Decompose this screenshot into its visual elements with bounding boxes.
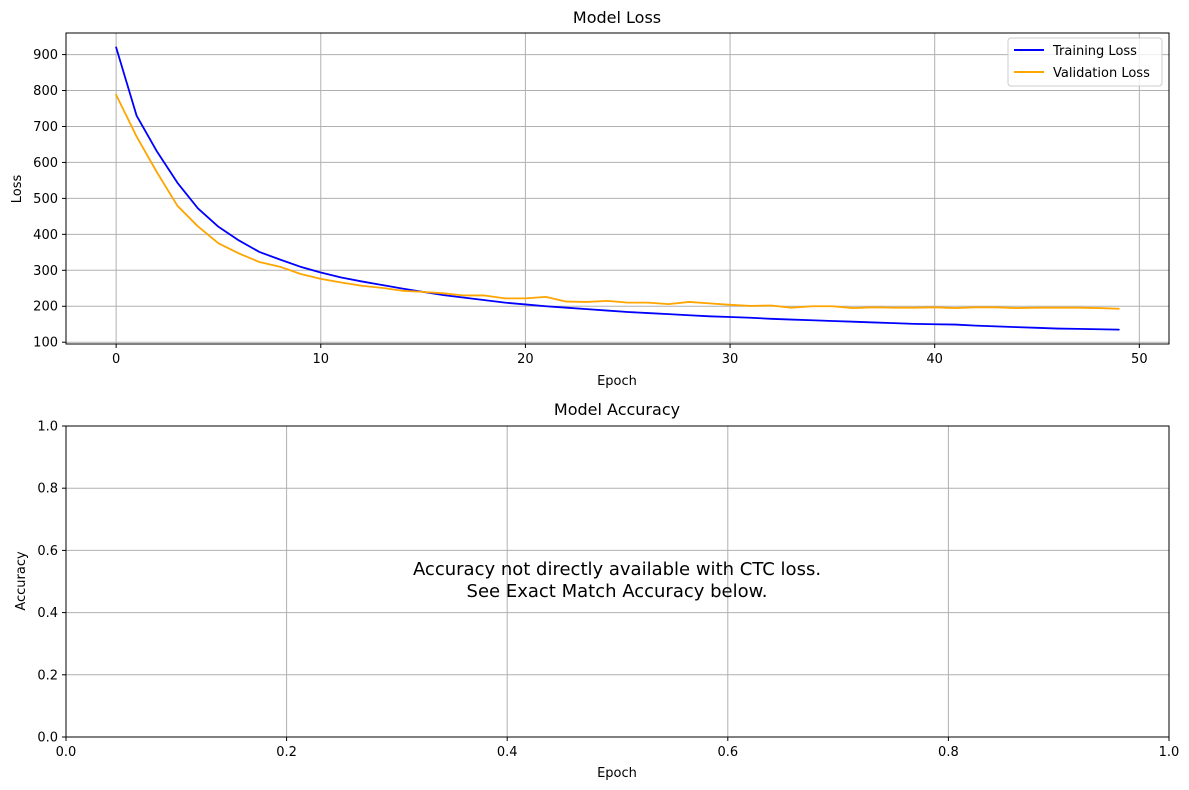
loss-x-ticks: 0 10 20 30 40 50 (112, 344, 1148, 367)
loss-legend: Training Loss Validation Loss (1007, 37, 1163, 87)
accuracy-y-tick-label-1-0: 1.0 (37, 420, 58, 435)
loss-series-group (115, 46, 1120, 331)
accuracy-x-tick-label-0-2: 0.2 (276, 745, 297, 760)
accuracy-y-tick-label-0-4: 0.4 (37, 606, 58, 621)
loss-plot-frame (65, 32, 1170, 345)
loss-x-axis-label: Epoch (597, 374, 637, 389)
accuracy-note-line-2: See Exact Match Accuracy below. (467, 581, 768, 602)
loss-y-tick-label-700: 700 (33, 120, 58, 135)
loss-y-axis-label: Loss (10, 175, 25, 204)
legend-label-training-loss: Training Loss (1052, 44, 1137, 59)
accuracy-x-tick-label-0-4: 0.4 (497, 745, 518, 760)
loss-y-tick-label-200: 200 (33, 300, 58, 315)
accuracy-y-tick-label-0-8: 0.8 (37, 482, 58, 497)
loss-y-ticks: 100 200 300 400 500 600 700 800 900 (33, 48, 66, 351)
accuracy-y-tick-label-0-0: 0.0 (37, 731, 58, 746)
accuracy-plot-frame (65, 425, 1170, 738)
accuracy-chart-title: Model Accuracy (554, 400, 680, 419)
accuracy-y-tick-label-0-2: 0.2 (37, 668, 58, 683)
loss-x-tick-label-10: 10 (313, 352, 330, 367)
loss-y-tick-label-800: 800 (33, 84, 58, 99)
accuracy-note-line-1: Accuracy not directly available with CTC… (413, 559, 821, 580)
loss-y-tick-label-300: 300 (33, 264, 58, 279)
accuracy-y-tick-label-0-6: 0.6 (37, 544, 58, 559)
loss-x-tick-label-0: 0 (112, 352, 120, 367)
loss-y-tick-label-900: 900 (33, 48, 58, 63)
accuracy-x-tick-label-0-6: 0.6 (717, 745, 738, 760)
loss-x-tick-label-30: 30 (722, 352, 739, 367)
loss-legend-frame (1007, 37, 1163, 87)
accuracy-x-tick-label-1-0: 1.0 (1159, 745, 1180, 760)
loss-y-tick-label-400: 400 (33, 228, 58, 243)
loss-x-tick-label-50: 50 (1131, 352, 1148, 367)
series-line-training-loss (115, 46, 1120, 331)
loss-x-tick-label-40: 40 (926, 352, 943, 367)
loss-panel: Model Loss 0 10 20 30 40 50 100 200 300 400 500 60… (10, 8, 1170, 389)
accuracy-x-tick-label-0-0: 0.0 (56, 745, 77, 760)
accuracy-panel: Model Accuracy 0.0 0.2 0.4 0.6 0.8 1.0 0.0 0.2… (14, 400, 1179, 781)
series-line-validation-loss (115, 93, 1120, 310)
loss-y-tick-label-500: 500 (33, 192, 58, 207)
legend-label-validation-loss: Validation Loss (1053, 66, 1150, 81)
loss-grid (66, 33, 1169, 344)
loss-chart-title: Model Loss (573, 8, 661, 27)
accuracy-x-tick-label-0-8: 0.8 (938, 745, 959, 760)
loss-y-tick-label-100: 100 (33, 336, 58, 351)
loss-x-tick-label-20: 20 (517, 352, 534, 367)
loss-y-tick-label-600: 600 (33, 156, 58, 171)
accuracy-x-axis-label: Epoch (597, 766, 637, 781)
accuracy-y-ticks: 0.0 0.2 0.4 0.6 0.8 1.0 (37, 420, 66, 746)
accuracy-x-ticks: 0.0 0.2 0.4 0.6 0.8 1.0 (56, 737, 1180, 760)
accuracy-y-axis-label: Accuracy (14, 551, 29, 611)
